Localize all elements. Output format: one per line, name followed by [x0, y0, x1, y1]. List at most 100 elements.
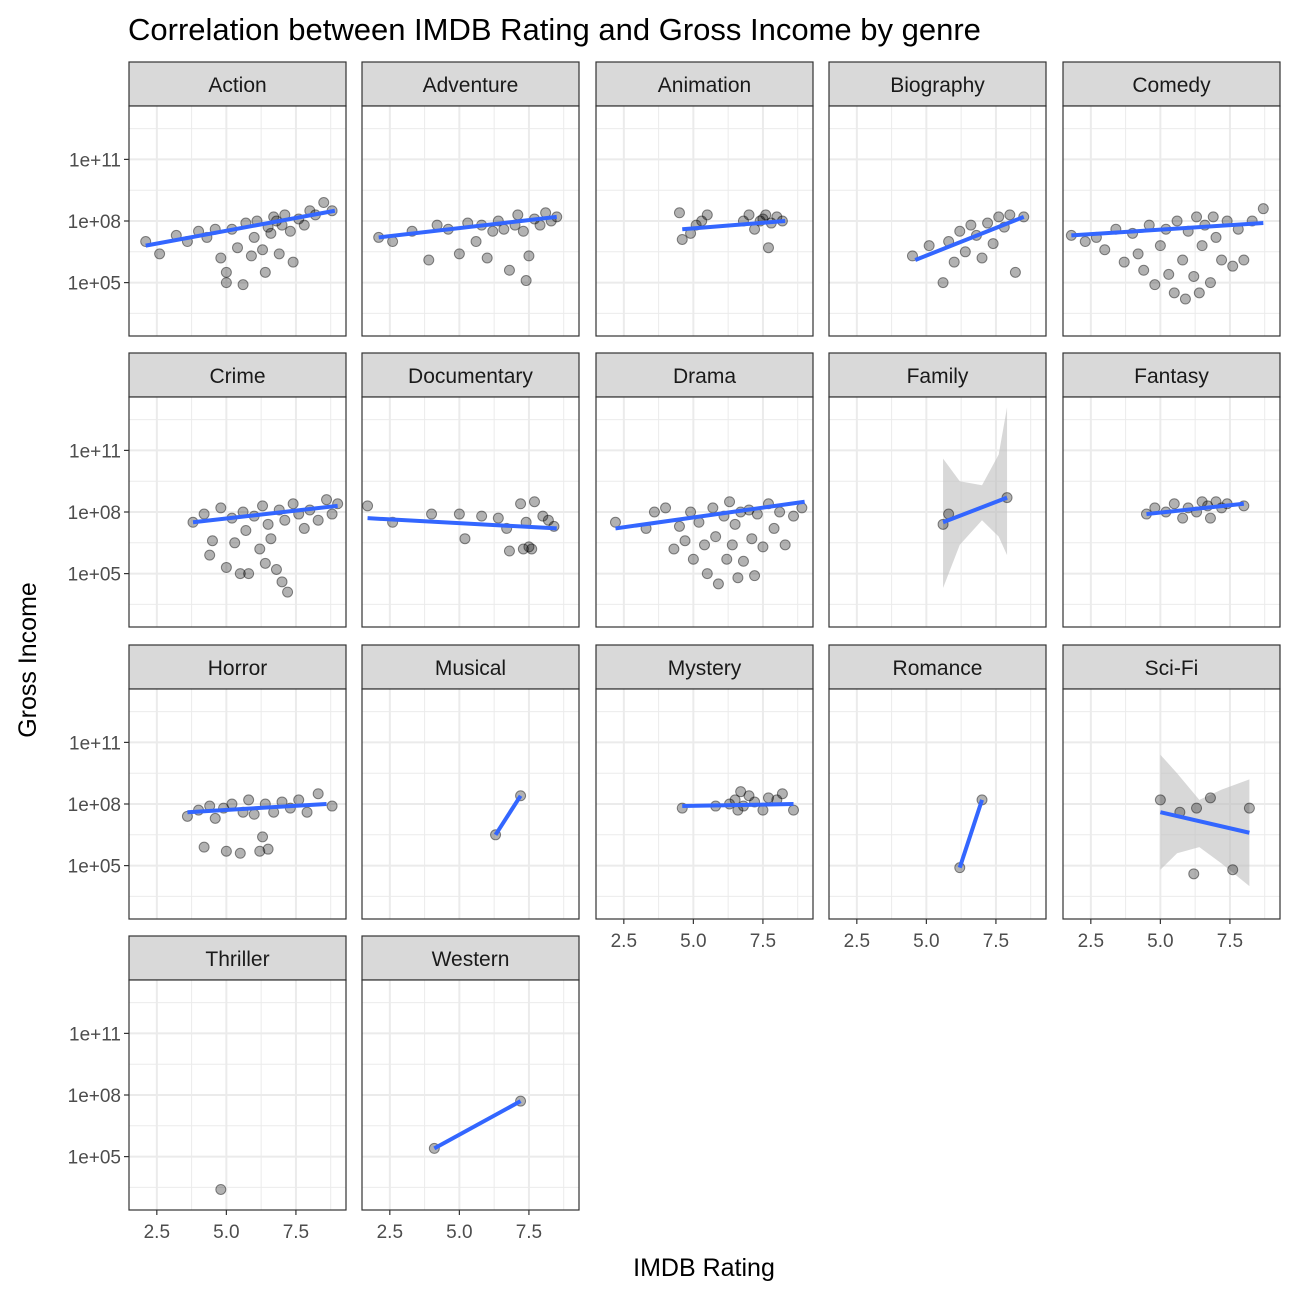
facet-panel-horror: Horror 1e+05 1e+08 1e+11 — [68, 644, 347, 920]
y-tick-label: 1e+08 — [68, 1086, 121, 1107]
data-point — [673, 520, 685, 532]
panel-border — [1062, 396, 1281, 628]
data-point — [257, 244, 269, 256]
data-point — [707, 502, 719, 514]
facet-label: Crime — [210, 365, 266, 388]
data-point — [648, 506, 660, 518]
data-point — [453, 248, 465, 260]
data-point — [301, 806, 313, 818]
data-point — [528, 496, 540, 508]
data-point — [279, 514, 291, 526]
data-point — [498, 223, 510, 235]
data-point — [710, 531, 722, 543]
facet-panel-adventure: Adventure — [361, 61, 580, 337]
trend-line — [1159, 810, 1250, 835]
facet-strip — [1062, 61, 1281, 107]
data-point — [923, 240, 935, 252]
facet-panel-mystery: Mystery 2.5 5.0 7.5 — [595, 644, 814, 952]
data-point — [220, 561, 232, 573]
data-point — [1204, 277, 1216, 289]
facet-strip — [595, 644, 814, 690]
data-point — [965, 219, 977, 231]
trend-line — [914, 215, 1025, 262]
data-point — [257, 831, 269, 843]
data-point — [459, 533, 471, 545]
data-point — [265, 227, 277, 239]
data-point — [487, 225, 499, 237]
trend-line — [378, 214, 557, 240]
facet-strip — [128, 61, 347, 107]
data-point — [503, 545, 515, 557]
facet-panel-fantasy: Fantasy — [1062, 352, 1281, 628]
data-point — [426, 508, 438, 520]
data-point — [326, 508, 338, 520]
data-point — [198, 841, 210, 853]
data-point — [517, 225, 529, 237]
data-point — [209, 812, 221, 824]
data-point — [234, 847, 246, 859]
data-point — [265, 533, 277, 545]
x-tick-label: 7.5 — [750, 931, 776, 952]
data-point — [215, 502, 227, 514]
data-point — [257, 500, 269, 512]
facet-panel-drama: Drama — [595, 352, 814, 628]
data-point — [520, 275, 532, 287]
data-point — [245, 250, 257, 262]
data-point — [699, 539, 710, 551]
data-point — [1193, 287, 1205, 299]
data-point — [609, 516, 621, 528]
data-point — [220, 266, 232, 278]
data-point — [284, 225, 296, 237]
data-point — [298, 219, 310, 231]
data-point — [234, 568, 246, 580]
data-point — [287, 256, 299, 268]
data-point — [937, 277, 949, 289]
panel-border — [1062, 688, 1281, 920]
data-point — [523, 250, 535, 262]
data-point — [779, 539, 791, 551]
facet-panel-animation: Animation — [595, 61, 814, 337]
data-point — [676, 233, 688, 245]
facet-panel-romance: Romance 2.5 5.0 7.5 — [828, 644, 1047, 952]
data-point — [259, 266, 271, 278]
trend-line — [145, 208, 336, 248]
data-point — [1191, 802, 1203, 814]
data-point — [326, 800, 338, 812]
x-tick-label: 5.0 — [913, 931, 939, 952]
facet-strip — [595, 61, 814, 107]
data-point — [248, 808, 260, 820]
data-point — [954, 225, 966, 237]
trend-line — [1146, 501, 1245, 517]
data-point — [215, 1183, 227, 1195]
facet-label: Family — [907, 365, 969, 388]
trend-line — [1071, 221, 1264, 238]
data-point — [312, 788, 324, 800]
data-point — [1154, 240, 1166, 252]
data-point — [668, 543, 680, 555]
panel-border — [361, 688, 580, 920]
facet-label: Fantasy — [1134, 365, 1209, 388]
y-tick-label: 1e+11 — [69, 441, 121, 462]
data-point — [1171, 215, 1183, 227]
data-point — [1079, 236, 1091, 248]
data-point — [1099, 244, 1111, 256]
facet-strip — [828, 644, 1047, 690]
data-point — [743, 790, 755, 802]
y-axis-label: Gross Income — [14, 582, 42, 738]
panel-border — [361, 105, 580, 337]
x-tick-label: 2.5 — [1078, 931, 1104, 952]
data-point — [959, 246, 971, 258]
facet-label: Adventure — [423, 74, 519, 97]
y-tick-label: 1e+05 — [68, 857, 121, 878]
trend-line — [682, 802, 794, 809]
data-point — [154, 248, 166, 260]
data-point — [1188, 270, 1200, 282]
y-tick-label: 1e+05 — [68, 565, 121, 586]
data-point — [673, 207, 685, 219]
facet-strip — [361, 935, 580, 981]
data-point — [987, 238, 999, 250]
data-point — [757, 804, 769, 816]
facet-label: Drama — [673, 365, 736, 388]
data-point — [1154, 794, 1166, 806]
panel-border — [595, 396, 814, 628]
